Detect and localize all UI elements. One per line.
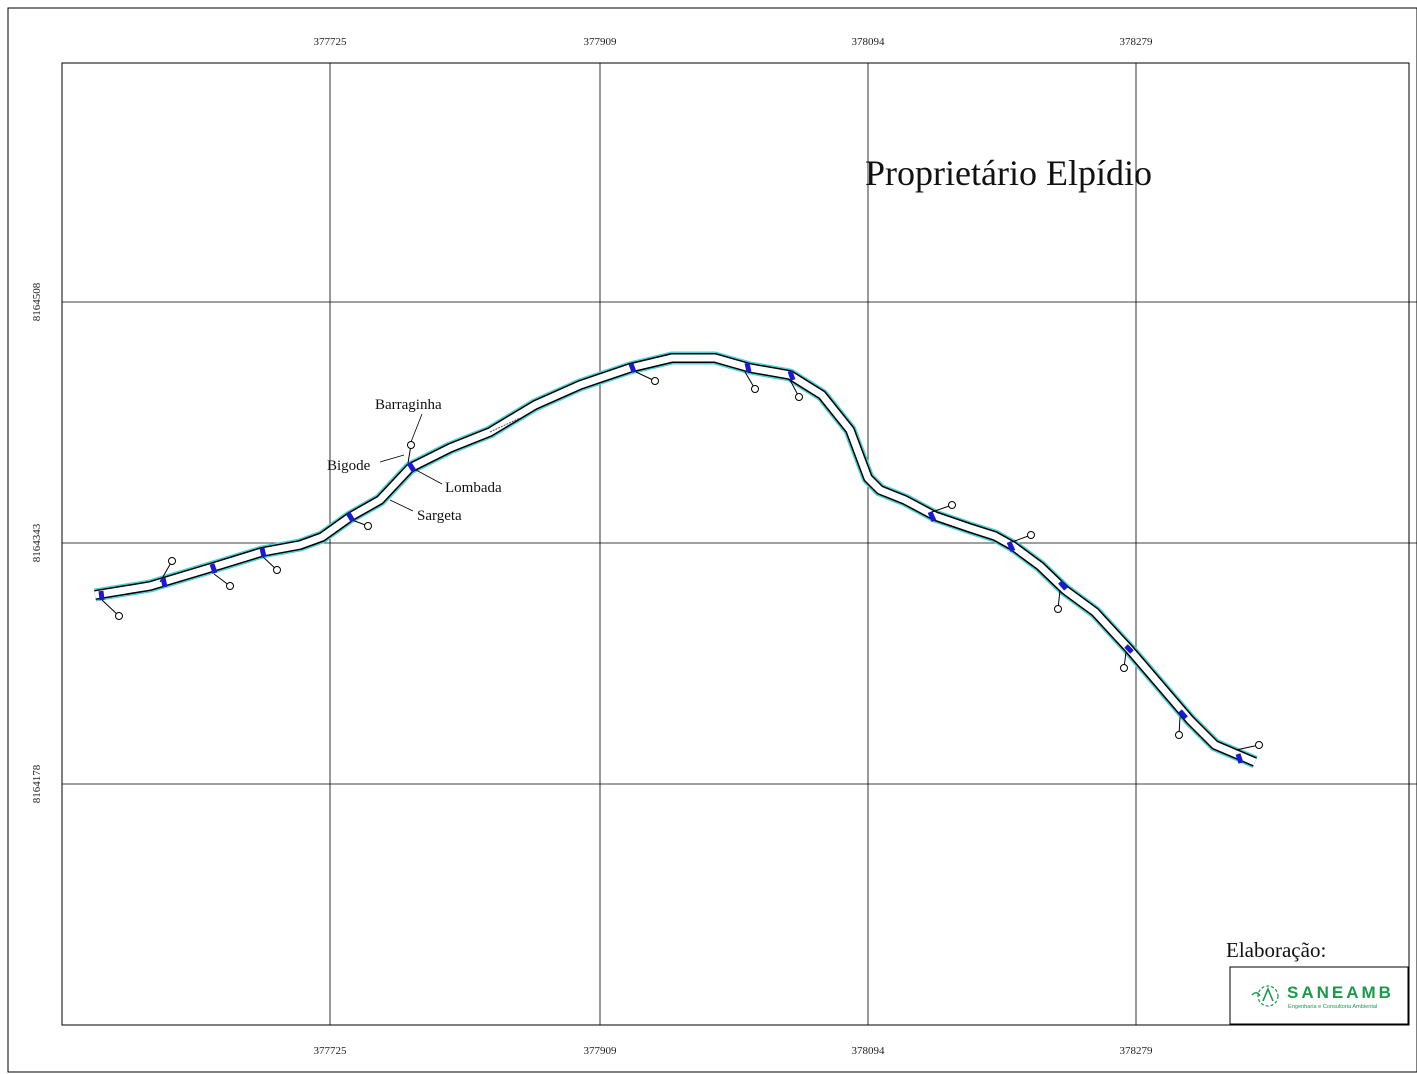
y-tick-1: 8164508: [31, 282, 43, 321]
page-frame: [7, 7, 1417, 1073]
barraginha-5: [364, 522, 372, 530]
label-barraginha: Barraginha: [375, 397, 442, 413]
barraginha-11: [1027, 531, 1035, 539]
callout-lombada: [415, 469, 443, 485]
bigode-3: [213, 573, 234, 590]
logo-name: SANEAMB: [1287, 983, 1394, 1002]
x-tick-top-4: 378279: [1120, 36, 1154, 48]
bigode-10: [931, 501, 956, 513]
bigode-5: [351, 519, 372, 530]
x-tick-top-1: 377725: [314, 36, 348, 48]
bigode-1: [101, 599, 123, 620]
barraginha-10: [948, 501, 956, 509]
road: [93, 351, 1258, 768]
road-edges: [94, 353, 1257, 767]
lombada-13: [1124, 644, 1134, 654]
logo-tagline: Engenharia e Consultoria Ambiental: [1288, 1004, 1377, 1010]
road-surface: [94, 354, 1257, 766]
barraginha-9: [795, 393, 803, 401]
bigode-6: [407, 441, 415, 464]
barraginha-2: [168, 557, 176, 565]
x-tick-top-2: 377909: [584, 36, 618, 48]
saneamb-logo: SANEAMB Engenharia e Consultoria Ambient…: [1229, 966, 1409, 1025]
barraginha-3: [226, 582, 234, 590]
lombada-11: [1006, 540, 1016, 553]
road-marking: [489, 417, 521, 433]
barraginha-7: [651, 377, 659, 385]
bigode-11: [1011, 531, 1035, 543]
callout-lines: [379, 413, 443, 512]
bigode-8: [744, 371, 759, 393]
elaboration-label: Elaboração:: [1226, 938, 1326, 962]
x-tick-bottom-4: 378279: [1120, 1045, 1154, 1057]
bigode-14: [1175, 716, 1183, 739]
label-bigode: Bigode: [327, 458, 371, 474]
lombada-2: [160, 577, 168, 588]
map-title: Proprietário Elpídio: [865, 153, 1152, 193]
lombada-15: [1235, 753, 1244, 764]
barraginha-15: [1255, 741, 1263, 749]
lombada-7: [628, 363, 637, 373]
bigode-12: [1054, 589, 1062, 613]
lombadas: [98, 362, 1244, 764]
x-tick-bottom-2: 377909: [584, 1045, 618, 1057]
barraginha-14: [1175, 731, 1183, 739]
lombada-6: [406, 461, 417, 473]
lombada-1: [98, 590, 105, 601]
y-tick-3: 8164178: [31, 764, 43, 803]
x-tick-labels-bottom: 377725 377909 378094 378279: [314, 1045, 1154, 1057]
road-outline: [93, 351, 1258, 768]
bigode-9: [789, 379, 803, 401]
label-sargeta: Sargeta: [417, 508, 462, 524]
grid-lines: [62, 63, 1417, 1025]
barraginha-13: [1120, 664, 1128, 672]
x-tick-top-3: 378094: [852, 36, 886, 48]
barraginha-1: [115, 612, 123, 620]
y-tick-labels: 8164508 8164343 8164178: [31, 282, 43, 803]
callout-bigode: [379, 454, 405, 463]
bigode-4: [261, 555, 281, 574]
bigode-13: [1120, 651, 1128, 672]
lombada-10: [927, 510, 937, 523]
x-tick-labels-top: 377725 377909 378094 378279: [314, 36, 1154, 48]
lombada-14: [1178, 709, 1188, 720]
barraginha-6: [407, 441, 415, 449]
barraginha-4: [273, 566, 281, 574]
y-tick-2: 8164343: [31, 523, 43, 562]
callout-sargeta: [389, 499, 414, 512]
lombada-9: [787, 370, 796, 381]
x-tick-bottom-1: 377725: [314, 1045, 348, 1057]
lombada-12: [1058, 580, 1068, 591]
label-lombada: Lombada: [445, 480, 502, 496]
lombada-8: [744, 362, 752, 373]
x-tick-bottom-3: 378094: [852, 1045, 886, 1057]
saneamb-logo-icon: [1251, 985, 1279, 1007]
barraginha-8: [751, 385, 759, 393]
bigodes: [101, 371, 1263, 751]
map-frame: [61, 62, 1410, 1026]
bigode-15: [1235, 741, 1263, 751]
callout-barraginha: [410, 413, 423, 443]
bigode-7: [635, 371, 659, 385]
barraginha-12: [1054, 605, 1062, 613]
lombada-4: [259, 547, 267, 558]
lombada-3: [209, 563, 218, 574]
lombada-5: [345, 511, 356, 523]
